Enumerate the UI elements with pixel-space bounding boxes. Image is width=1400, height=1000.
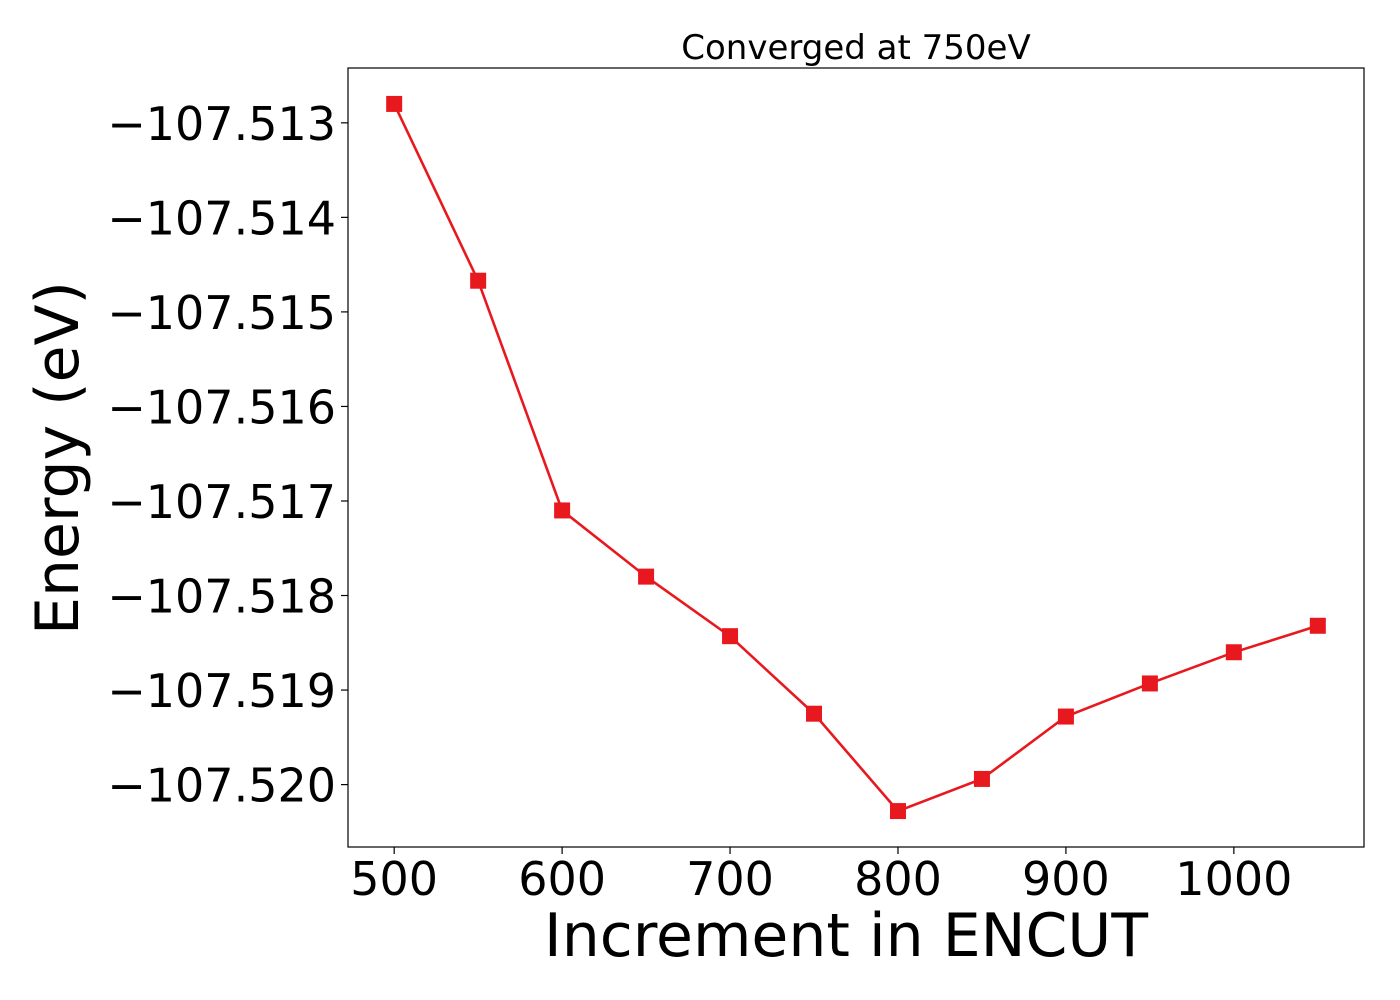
data-point-marker xyxy=(1309,617,1326,634)
data-point-marker xyxy=(1225,644,1242,661)
x-tick-label: 700 xyxy=(686,852,774,906)
data-point-marker xyxy=(973,770,990,787)
plot-frame xyxy=(347,67,1365,848)
data-point-marker xyxy=(889,803,906,820)
x-axis-label: Increment in ENCUT xyxy=(544,901,1148,971)
data-point-marker xyxy=(722,628,739,645)
y-tick-label: −107.518 xyxy=(107,570,336,624)
series-line xyxy=(393,103,1319,813)
x-tick-label: 600 xyxy=(518,852,606,906)
y-tick-label: −107.515 xyxy=(107,286,336,340)
x-tick-label: 900 xyxy=(1022,852,1110,906)
y-tick-label: −107.520 xyxy=(107,759,336,813)
series-layer xyxy=(386,95,1326,820)
y-tick-label: −107.514 xyxy=(107,191,336,245)
data-point-marker xyxy=(1141,675,1158,692)
x-axis: 500 600 700 800 900 1000 xyxy=(350,847,1292,906)
x-tick-label: 800 xyxy=(854,852,942,906)
y-tick-label: −107.519 xyxy=(107,664,336,718)
data-point-marker xyxy=(470,272,487,289)
data-point-marker xyxy=(638,568,655,585)
data-point-marker xyxy=(1057,708,1074,725)
data-point-marker xyxy=(806,705,823,722)
x-tick-label: 500 xyxy=(350,852,438,906)
y-tick-label: −107.516 xyxy=(107,380,336,434)
data-point-marker xyxy=(386,95,403,112)
data-point-marker xyxy=(554,502,571,519)
x-tick-label: 1000 xyxy=(1175,852,1292,906)
y-tick-label: −107.513 xyxy=(107,97,336,151)
y-tick-label: −107.517 xyxy=(107,475,336,529)
plot-area xyxy=(347,67,1365,848)
y-axis: −107.513 −107.514 −107.515 −107.516 −107.517… xyxy=(107,97,348,813)
chart-title: Converged at 750eV xyxy=(681,28,1030,68)
y-axis-label: Energy (eV) xyxy=(23,281,93,635)
